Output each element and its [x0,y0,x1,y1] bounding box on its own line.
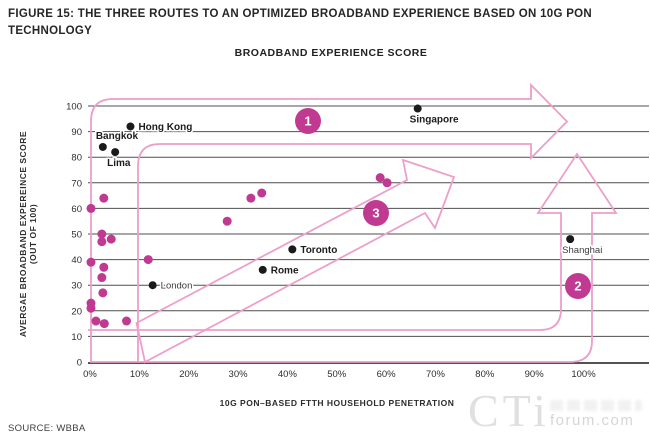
x-tick-label: 10% [130,369,150,380]
watermark-brand: CTi [468,385,550,436]
x-tick-label: 30% [229,369,249,380]
route-badge-3 [363,200,389,226]
route-badge-2 [565,273,591,299]
data-point [246,193,256,203]
data-point [122,316,132,326]
city-label: London [161,281,193,292]
y-tick-label: 60 [71,204,82,215]
y-axis-title-line2: (OUT OF 100) [28,203,38,265]
data-point [97,273,107,283]
y-tick-label: 0 [77,358,82,369]
source-note: SOURCE: WBBA [8,423,86,434]
data-point [257,188,267,198]
data-point [97,229,107,239]
y-axis-title: AVERGAE BROADBAND EXPEREINCE SCORE (OUT … [18,84,48,384]
city-point [566,235,575,244]
route-1-arrow [90,82,569,362]
x-tick-label: 0% [83,369,97,380]
city-point [98,142,107,151]
y-axis-title-line1: AVERGAE BROADBAND EXPEREINCE SCORE [18,130,28,338]
city-point [148,281,157,290]
x-tick-label: 40% [278,369,298,380]
data-point [91,316,101,326]
city-point [126,122,135,131]
city-point [288,245,297,254]
y-tick-label: 30 [71,281,82,292]
watermark-domain: forum.com [550,412,635,429]
data-point [382,178,392,188]
figure-title: FIGURE 15: THE THREE ROUTES TO AN OPTIMI… [8,8,593,38]
data-point [99,193,109,203]
x-tick-label: 20% [179,369,199,380]
watermark-blurred-text [550,400,642,411]
data-point [375,173,385,183]
city-label: Singapore [410,115,459,126]
route-2-arrow [88,152,618,363]
data-point [86,203,96,213]
city-label: Rome [271,265,299,276]
city-label: Hong Kong [138,122,192,133]
x-tick-label: 90% [525,369,545,380]
route-badge-number: 3 [372,206,379,221]
data-point [86,303,96,313]
city-label: Shanghai [562,245,602,256]
route-badge-number: 1 [304,114,311,129]
data-point [143,255,153,265]
x-tick-label: 100% [571,369,596,380]
city-point [258,265,267,274]
city-point [413,104,422,113]
city-label: Toronto [300,245,337,256]
y-tick-label: 20 [71,306,82,317]
city-label: Lima [107,158,131,169]
y-tick-label: 10 [71,332,82,343]
y-tick-label: 40 [71,255,82,266]
y-tick-label: 100 [66,102,82,113]
route-badge-number: 2 [574,279,581,294]
x-tick-label: 50% [327,369,347,380]
data-point [99,319,109,329]
data-point [98,288,108,298]
route-badge-1 [295,108,321,134]
y-tick-label: 80 [71,153,82,164]
data-point [106,234,116,244]
x-tick-label: 70% [426,369,446,380]
x-tick-label: 80% [475,369,495,380]
data-point [222,216,232,226]
data-point [86,257,96,267]
watermark: CTi forum.com [468,385,648,442]
city-point [111,148,120,157]
x-axis-title: 10G PON–BASED FTTH HOUSEHOLD PENETRATION [219,398,455,408]
chart-title: BROADBAND EXPERIENCE SCORE [234,47,428,59]
x-tick-label: 60% [377,369,397,380]
y-tick-label: 70 [71,178,82,189]
city-label: Bangkok [96,131,139,142]
y-tick-label: 50 [71,230,82,241]
data-point [97,237,107,247]
y-tick-label: 90 [71,127,82,138]
route-3-arrow [135,158,456,364]
data-point [99,262,109,272]
